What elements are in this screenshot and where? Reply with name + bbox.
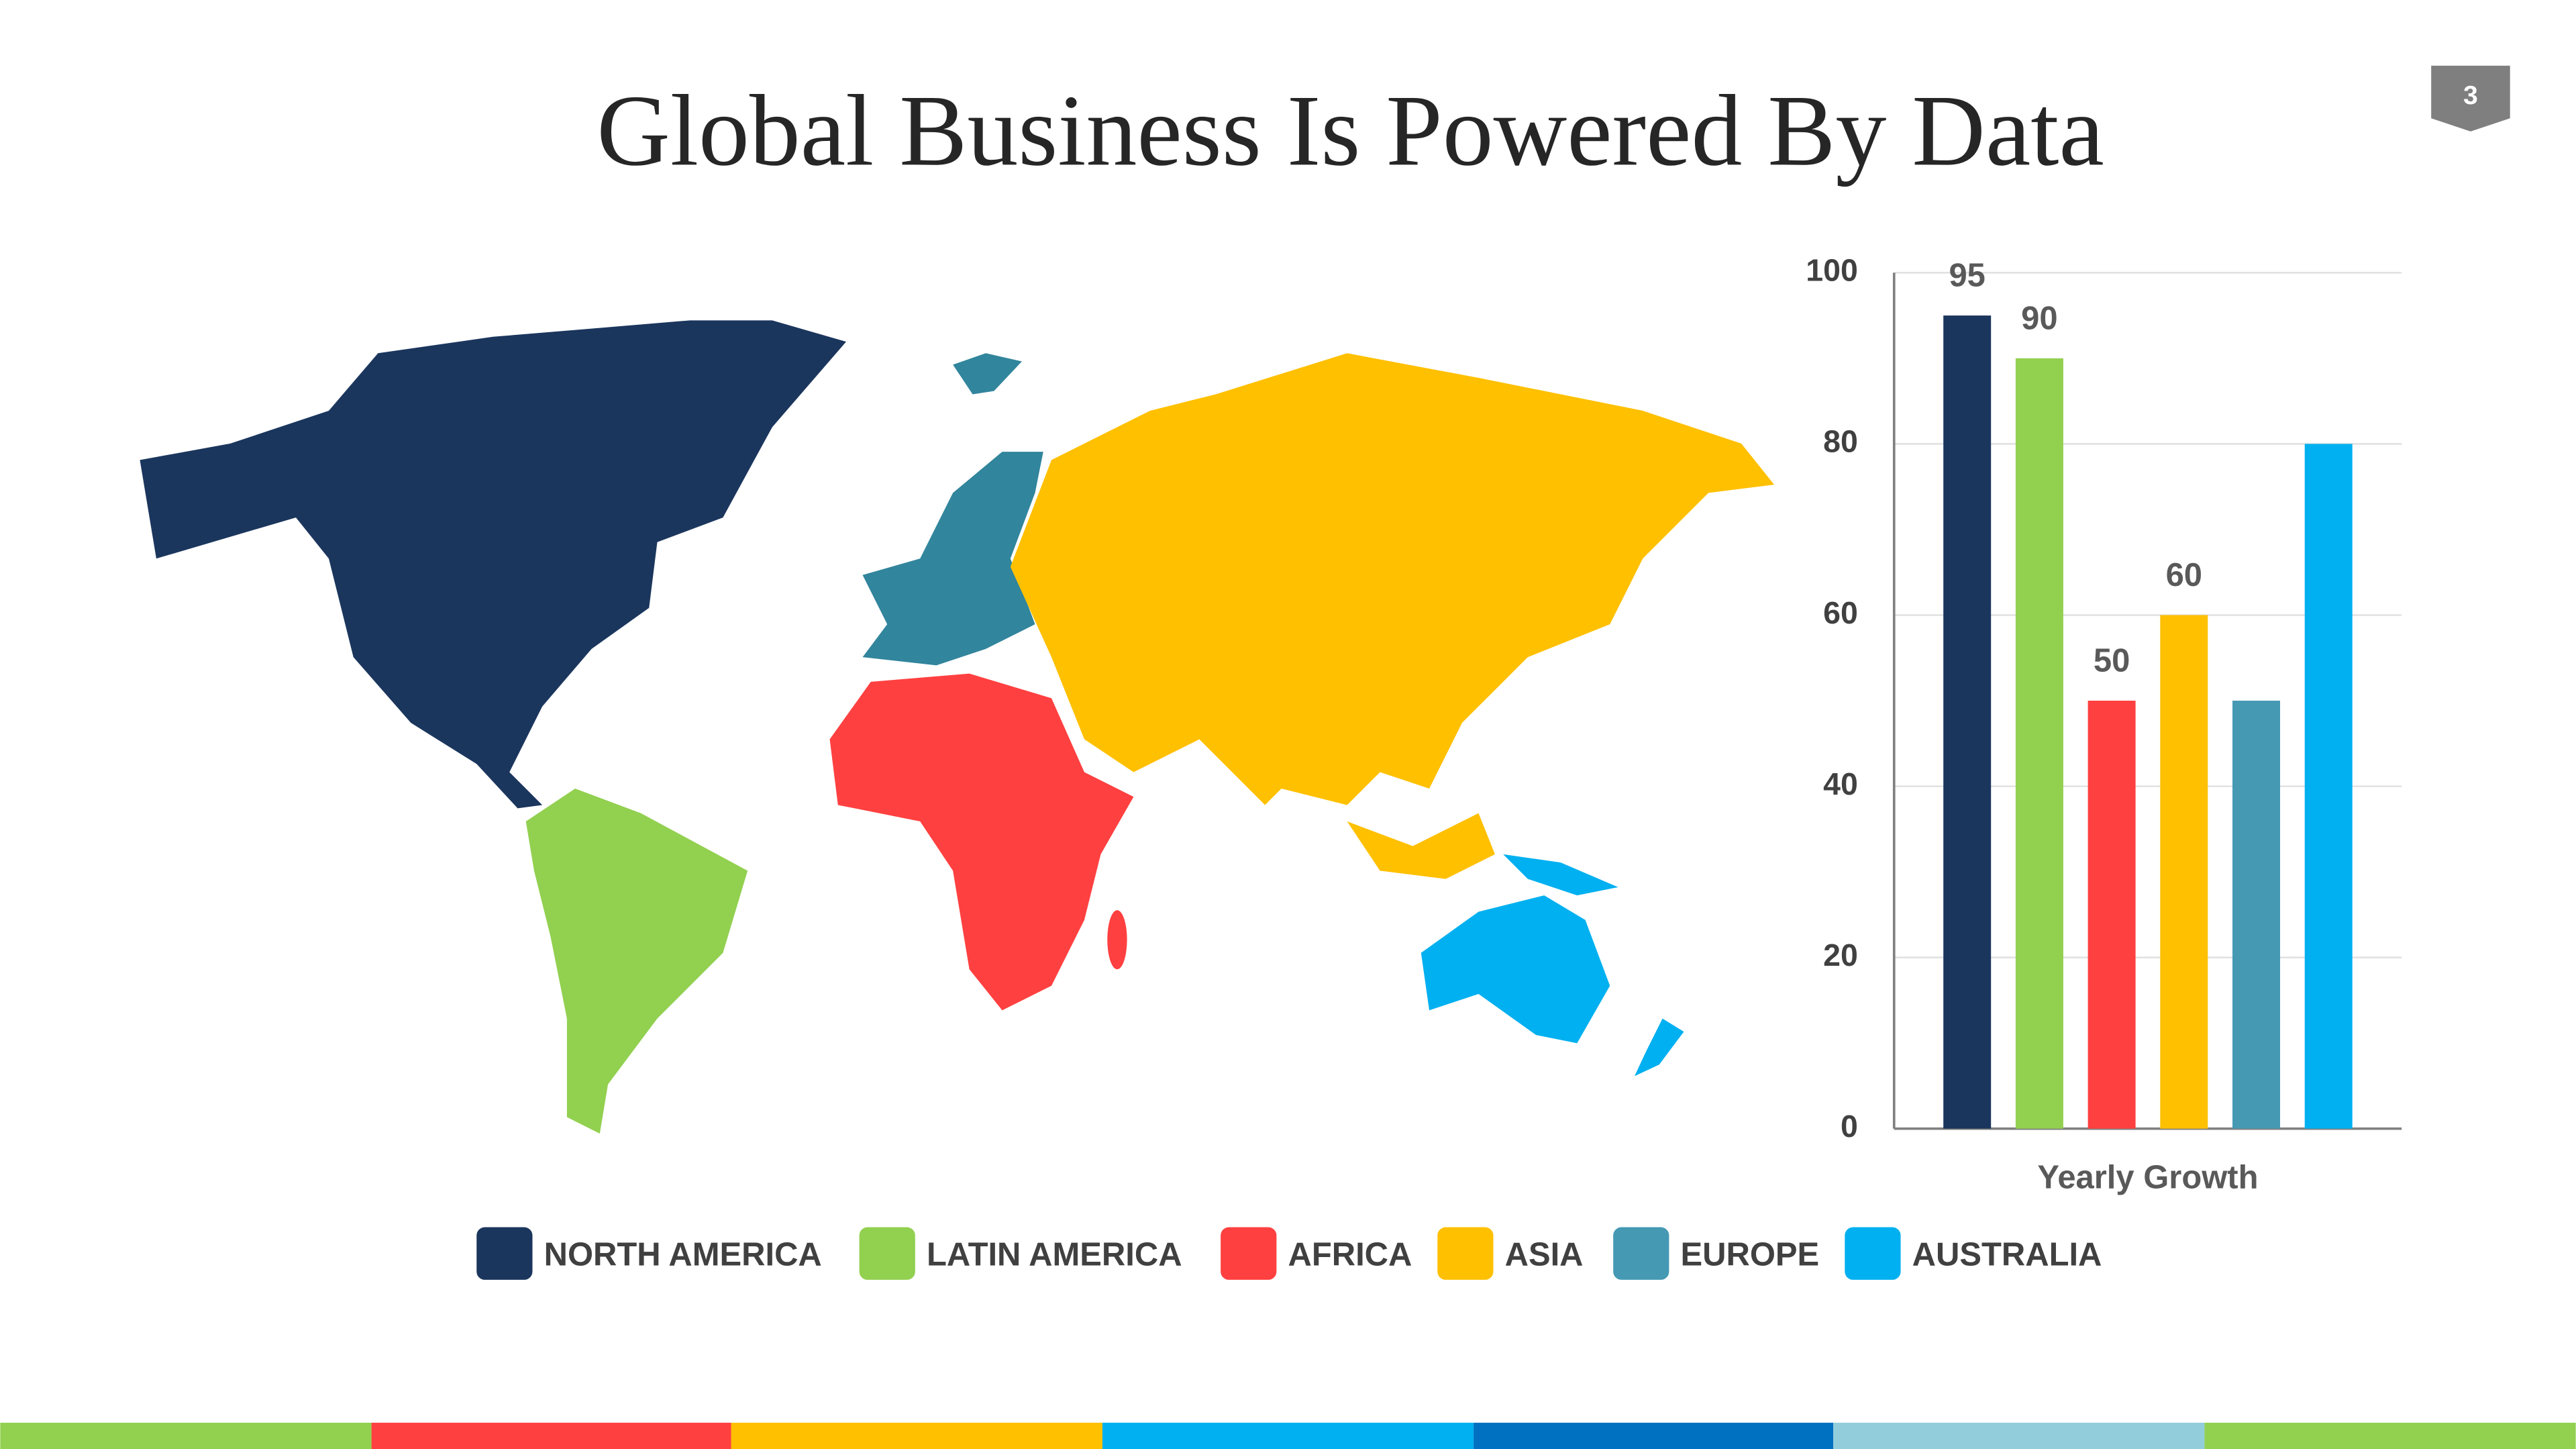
- legend-swatch: [1613, 1227, 1669, 1280]
- page-badge: 3: [2431, 65, 2510, 132]
- legend-swatch: [476, 1227, 533, 1280]
- stripe: [2204, 1422, 2576, 1449]
- legend-swatch: [859, 1227, 915, 1280]
- legend-swatch: [1221, 1227, 1277, 1280]
- stripe: [1833, 1422, 2205, 1449]
- y-tick-label: 40: [1823, 766, 1858, 801]
- y-tick-label: 100: [1806, 253, 1858, 288]
- stripe: [0, 1422, 372, 1449]
- legend-swatch: [1437, 1227, 1494, 1280]
- y-tick-label: 0: [1841, 1109, 1858, 1144]
- stripe: [1102, 1422, 1474, 1449]
- data-label: 60: [2166, 557, 2202, 593]
- latin-america: [525, 788, 748, 1134]
- data-label: 90: [2021, 301, 2057, 337]
- stripe: [1474, 1422, 1834, 1449]
- bar: [2088, 701, 2136, 1129]
- legend-label: LATIN AMERICA: [927, 1237, 1182, 1273]
- africa: [829, 673, 1134, 1011]
- indonesia: [1347, 813, 1495, 879]
- page-number: 3: [2463, 81, 2478, 110]
- legend-label: NORTH AMERICA: [544, 1237, 822, 1273]
- new-guinea: [1503, 854, 1618, 896]
- legend-label: AUSTRALIA: [1912, 1237, 2102, 1273]
- australia: [1421, 895, 1610, 1044]
- legend-label: EUROPE: [1681, 1237, 1820, 1273]
- title: Global Business Is Powered By Data: [597, 74, 2104, 187]
- madagascar: [1107, 910, 1127, 970]
- iceland: [953, 353, 1022, 395]
- north-america: [140, 320, 847, 809]
- world-map: [140, 320, 1775, 1134]
- europe: [862, 452, 1043, 666]
- bar: [1943, 315, 1992, 1129]
- bar: [2304, 444, 2353, 1129]
- y-tick-label: 80: [1823, 424, 1858, 459]
- bar: [2015, 358, 2063, 1129]
- y-tick-label: 20: [1823, 938, 1858, 972]
- bar: [2160, 615, 2208, 1129]
- stripe: [371, 1422, 731, 1449]
- data-label: 95: [1949, 258, 1985, 294]
- legend-label: AFRICA: [1288, 1237, 1412, 1273]
- legend: NORTH AMERICA LATIN AMERICA AFRICA ASIA EURO…: [476, 1227, 2102, 1280]
- asia: [1010, 353, 1775, 805]
- badge-shape: [2431, 65, 2510, 132]
- bar-chart: 0 20 40 60 80 100 Yearly Growth 95 90 50 60: [1806, 253, 2402, 1195]
- legend-label: ASIA: [1505, 1237, 1584, 1273]
- legend-swatch: [1845, 1227, 1901, 1280]
- new-zealand: [1634, 1018, 1684, 1077]
- data-label: 50: [2094, 643, 2130, 679]
- x-tick-label: Yearly Growth: [2037, 1159, 2258, 1195]
- footer-stripe: [0, 1422, 2576, 1449]
- bar: [2232, 701, 2280, 1129]
- y-tick-label: 60: [1823, 595, 1858, 630]
- stripe: [731, 1422, 1102, 1449]
